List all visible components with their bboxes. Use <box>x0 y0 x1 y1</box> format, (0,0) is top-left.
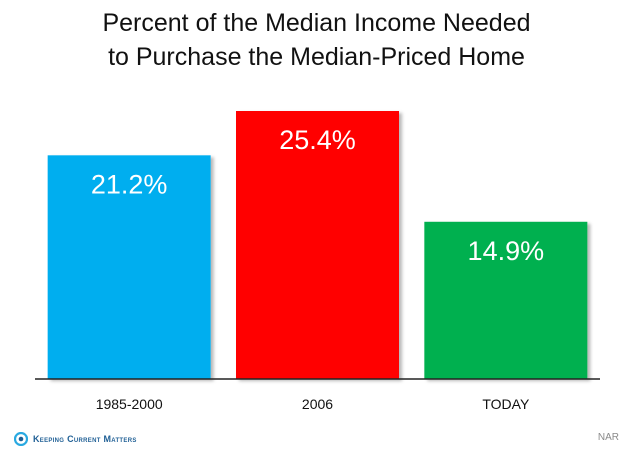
bar-value-label-0: 21.2% <box>91 169 168 199</box>
source-label: NAR <box>597 432 619 443</box>
bar-1 <box>236 111 399 379</box>
tick-labels-layer: 1985-2000 2006 TODAY <box>96 396 530 412</box>
brand-name: Keeping Current Matters <box>33 434 137 444</box>
bar-2 <box>424 221 588 379</box>
bar-value-label-2: 14.9% <box>468 236 545 266</box>
x-tick-label-2: TODAY <box>482 396 530 412</box>
bar-value-label-1: 25.4% <box>279 125 356 155</box>
chart-title-line-1: Percent of the Median Income Needed <box>102 9 531 37</box>
brand-logo: Keeping Current Matters <box>14 430 137 448</box>
chart-title: Percent of the Median Income Needed to P… <box>0 6 633 74</box>
chart-title-line-2: to Purchase the Median-Priced Home <box>108 43 525 71</box>
x-tick-label-1: 2006 <box>302 396 333 412</box>
bars-layer: 21.2% 25.4% 14.9% <box>47 111 588 379</box>
logo-swirl-icon <box>14 432 28 446</box>
bar-0 <box>47 155 211 379</box>
x-tick-label-0: 1985-2000 <box>96 396 163 412</box>
